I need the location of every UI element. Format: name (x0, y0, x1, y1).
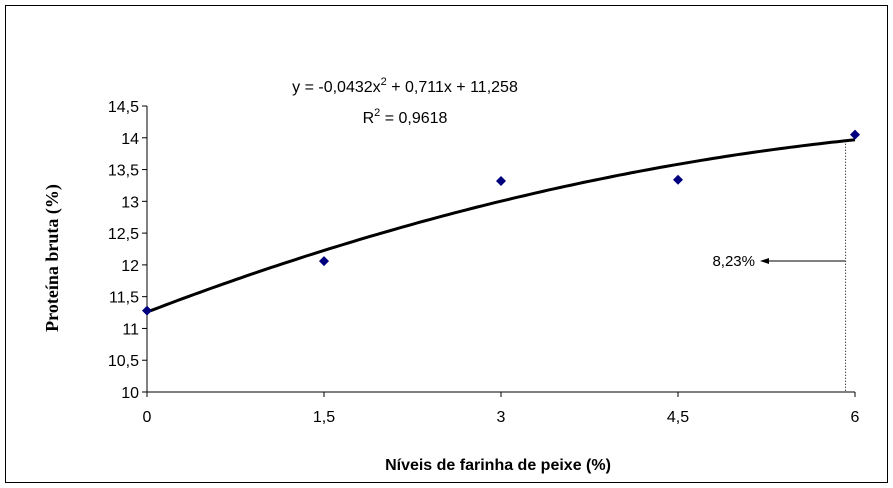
data-point (142, 305, 152, 316)
data-point (850, 129, 860, 140)
y-axis-label: Proteína bruta (%) (42, 184, 63, 332)
x-axis-label: Níveis de farinha de peixe (%) (385, 457, 611, 474)
x-tick-label: 0 (143, 409, 152, 426)
y-tick-label: 10 (121, 385, 139, 402)
x-tick-label: 3 (497, 409, 506, 426)
chart-frame (5, 5, 888, 483)
data-point (496, 175, 506, 186)
annotation-label: 8,23% (712, 253, 755, 270)
y-tick-label: 10,5 (108, 353, 139, 370)
x-tick-label: 6 (851, 409, 860, 426)
y-tick-label: 13 (121, 194, 139, 211)
trendline (146, 138, 856, 314)
annotation-arrowhead (760, 258, 769, 264)
y-tick-label: 13,5 (108, 163, 139, 180)
data-points (142, 129, 860, 316)
y-tick-label: 12,5 (108, 226, 139, 243)
r-squared: R2 = 0,9618 (363, 107, 448, 127)
axes (146, 106, 855, 393)
y-tick-label: 14 (121, 131, 139, 148)
x-ticks: 0 1,5 3 4,5 6 (143, 392, 860, 426)
y-tick-label: 11 (122, 321, 139, 338)
x-tick-label: 1,5 (313, 409, 335, 426)
y-tick-label: 14,5 (108, 99, 139, 116)
trendline-equation: y = -0,0432x2 + 0,711x + 11,258 (292, 76, 518, 96)
x-tick-label: 4,5 (667, 409, 689, 426)
data-point (673, 174, 683, 185)
data-point (319, 256, 329, 267)
y-tick-label: 11,5 (109, 290, 139, 307)
y-tick-label: 12 (121, 258, 139, 275)
y-ticks: 10 10,5 11 11,5 12 12,5 13 13,5 14 14,5 (108, 99, 147, 402)
